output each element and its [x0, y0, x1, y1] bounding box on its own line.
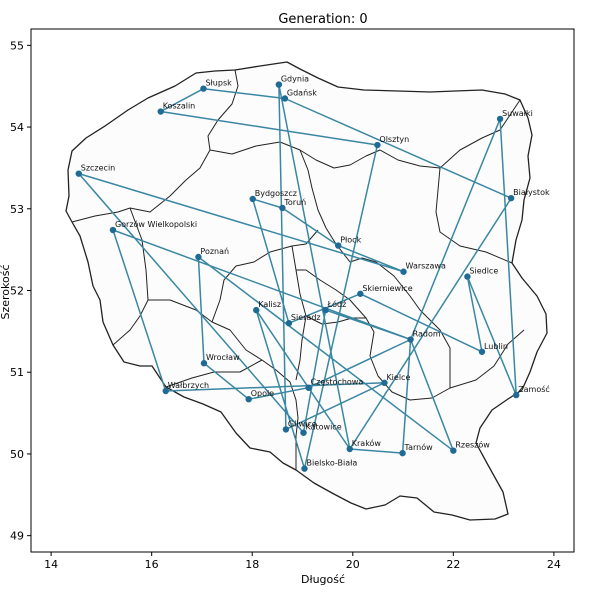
city-point — [279, 204, 286, 212]
city-point — [253, 306, 260, 314]
city-label: Bielsko-Biała — [307, 459, 358, 468]
city-label: Poznań — [200, 247, 229, 256]
city-label: Gliwice — [288, 419, 317, 428]
city-point — [496, 115, 504, 123]
province-border — [209, 99, 521, 169]
city-label: Gdynia — [281, 75, 309, 84]
city-point — [109, 226, 117, 234]
city-label: Katowice — [306, 423, 342, 432]
city-label: Kraków — [352, 438, 382, 448]
city-point — [195, 253, 202, 261]
city-label: Łódź — [327, 299, 347, 309]
city-point — [275, 81, 283, 88]
city-label: Słupsk — [205, 79, 232, 88]
city-point — [374, 141, 381, 149]
city-label: Opole — [251, 389, 274, 398]
city-label: Tarnów — [404, 442, 434, 452]
x-axis-title: Długość — [301, 573, 345, 586]
city-point — [399, 449, 406, 457]
province-border — [71, 69, 239, 223]
city-label: Koszalin — [163, 102, 196, 111]
city-label: Rzeszów — [455, 440, 490, 450]
y-tick-label: 53 — [10, 203, 24, 216]
city-label: Siedlce — [469, 267, 498, 276]
city-point — [334, 242, 342, 249]
city-label: Warszawa — [406, 262, 446, 271]
city-label: Lublin — [484, 342, 508, 351]
x-tick-label: 14 — [44, 558, 58, 571]
x-tick-label: 24 — [547, 558, 561, 571]
city-point — [305, 384, 312, 391]
city-label: Częstochowa — [311, 378, 364, 387]
city-point — [322, 306, 329, 314]
city-point — [357, 290, 364, 297]
city-label: Kalisz — [258, 300, 281, 309]
city-label: Wrocław — [206, 353, 240, 362]
city-point — [400, 268, 407, 275]
city-point — [157, 108, 164, 115]
city-label: Gdańsk — [287, 88, 317, 97]
y-axis-title: Szerokość — [0, 264, 12, 319]
city-label: Zamość — [518, 384, 550, 394]
axes: 14 16 18 20 22 24 49 50 51 52 53 54 55 — [10, 28, 575, 571]
y-tick-label: 51 — [10, 366, 24, 379]
country-outline — [65, 61, 548, 521]
city-points — [75, 81, 520, 472]
city-point — [162, 387, 169, 395]
city-point — [281, 95, 289, 102]
city-point — [507, 194, 515, 202]
city-label: Toruń — [283, 198, 306, 207]
city-point — [407, 336, 414, 343]
city-label: Wałbrzych — [168, 381, 209, 390]
y-tick-label: 49 — [10, 530, 24, 543]
city-label: Kielce — [386, 373, 410, 382]
province-border — [296, 269, 367, 319]
y-tick-label: 55 — [10, 39, 24, 52]
province-border — [435, 167, 513, 264]
city-point — [450, 447, 457, 454]
x-tick-label: 20 — [346, 558, 360, 571]
city-point — [381, 379, 388, 387]
y-tick-label: 52 — [10, 285, 24, 298]
y-tick-label: 50 — [10, 448, 24, 461]
poland-map — [65, 61, 548, 521]
city-label: Płock — [340, 236, 361, 245]
city-label: Bydgoszcz — [255, 189, 297, 198]
x-tick-label: 22 — [446, 558, 460, 571]
city-point — [285, 319, 293, 327]
province-border — [295, 315, 307, 381]
province-border — [211, 229, 319, 323]
city-label: Szczecin — [81, 164, 116, 173]
city-label: Gorzów Wielkopolski — [115, 219, 197, 229]
city-label: Sieradz — [291, 313, 321, 322]
city-point — [478, 348, 486, 355]
city-point — [245, 395, 252, 403]
city-label: Suwałki — [502, 109, 533, 118]
province-border — [299, 149, 377, 263]
city-point — [249, 195, 256, 203]
city-labels: Słupsk Gdynia Gdańsk Koszalin Suwałki Olsztyn… — [81, 75, 550, 468]
chart-title: Generation: 0 — [278, 12, 367, 27]
city-point — [200, 85, 207, 92]
city-label: Radom — [413, 330, 441, 339]
city-point — [300, 429, 307, 436]
y-tick-label: 54 — [10, 121, 24, 134]
city-point — [301, 465, 308, 472]
city-label: Białystok — [513, 188, 550, 197]
x-tick-label: 18 — [245, 558, 259, 571]
city-point — [346, 445, 353, 453]
x-tick-label: 16 — [145, 558, 159, 571]
city-point — [75, 170, 82, 177]
city-point — [464, 273, 471, 280]
city-point — [512, 391, 520, 399]
city-point — [282, 426, 290, 433]
city-label: Skierniewice — [362, 284, 412, 293]
city-label: Olsztyn — [379, 135, 409, 144]
city-point — [200, 360, 208, 367]
province-border — [375, 261, 451, 388]
